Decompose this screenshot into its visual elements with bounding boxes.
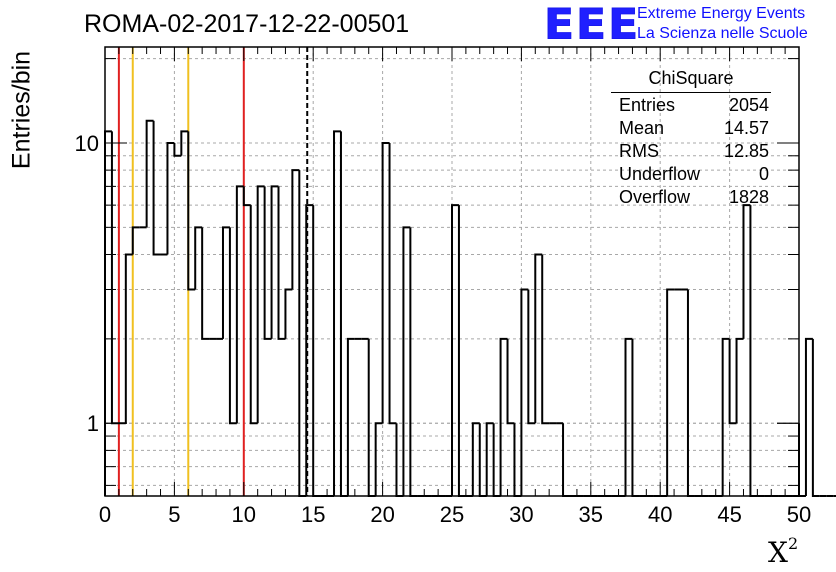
histogram-bin	[624, 337, 633, 496]
x-tick-label: 45	[717, 502, 741, 527]
histogram-bin	[471, 422, 480, 496]
histogram-bin	[631, 338, 640, 497]
x-tick-label: 30	[509, 502, 533, 527]
stat-value: 1828	[728, 187, 769, 207]
run-title: ROMA-02-2017-12-22-00501	[84, 10, 410, 38]
logo-tagline-1: Extreme Energy Events	[637, 5, 806, 22]
histogram-bin	[263, 186, 272, 340]
histogram-bin	[249, 205, 258, 425]
y-axis-label: Entries/bin	[7, 50, 36, 170]
stat-value: 2054	[728, 95, 769, 115]
histogram-bin	[520, 288, 529, 496]
x-tick-label: 0	[99, 502, 111, 527]
histogram-bin	[187, 131, 196, 291]
stats-box: ChiSquare Entries 2054 Mean 14.57 RMS 12.85…	[611, 68, 771, 209]
x-axis-label-base: X	[768, 536, 788, 569]
histogram-bin	[541, 254, 550, 425]
x-tick-label: 35	[579, 502, 603, 527]
histogram-bin	[742, 204, 751, 339]
y-tick-label: 10	[75, 131, 99, 156]
axis-ticks	[104, 47, 800, 496]
histogram-bin	[256, 185, 265, 424]
histogram-bin	[534, 253, 543, 424]
histogram-bin	[270, 185, 279, 339]
stat-label: Underflow	[619, 164, 701, 184]
histogram-bin	[409, 227, 418, 497]
histogram-bin	[367, 338, 376, 497]
stat-row-overflow: Overflow 1828	[611, 186, 771, 209]
x-tick-label: 10	[232, 502, 256, 527]
histogram-bin	[811, 338, 820, 497]
histogram-bin	[666, 288, 675, 496]
histogram-bin	[110, 131, 119, 425]
histogram-bin	[804, 337, 813, 496]
x-axis-label: X2	[768, 533, 799, 569]
stat-label: RMS	[619, 141, 659, 161]
histogram-bin	[346, 337, 355, 496]
histogram-bin	[173, 142, 182, 157]
histogram-bin	[312, 205, 321, 497]
histogram-bin	[235, 185, 244, 424]
histogram-bin	[402, 226, 411, 496]
grid-lines	[105, 47, 799, 496]
stats-title: ChiSquare	[611, 68, 771, 93]
stat-label: Overflow	[619, 187, 691, 207]
stat-label: Mean	[619, 118, 665, 138]
histogram-bin	[333, 130, 341, 496]
stat-label: Entries	[619, 95, 676, 115]
x-tick-label: 25	[440, 502, 464, 527]
histogram-bin	[686, 289, 695, 497]
histogram-bin	[735, 337, 744, 424]
stat-value: 12.85	[723, 141, 769, 161]
x-tick-label: 5	[168, 502, 180, 527]
histogram-bin	[499, 337, 508, 496]
histogram-bin	[374, 422, 383, 496]
histogram-bin	[749, 205, 758, 497]
y-tick-label: 1	[87, 411, 99, 436]
logo-tagline-2: La Scienza nelle Scuole	[637, 25, 808, 42]
tick-labels: 0 5 10 15 20 25 30 35 40 45 50 1 10	[75, 131, 812, 527]
histogram-bin	[194, 226, 203, 290]
x-tick-label: 50	[787, 502, 811, 527]
histogram-bin	[506, 338, 515, 425]
histogram-bin	[298, 170, 307, 497]
histogram-bin	[221, 226, 230, 339]
stat-row-underflow: Underflow 0	[611, 163, 771, 186]
histogram-bin	[284, 288, 293, 339]
histogram-bin	[124, 253, 133, 424]
histogram-bin	[228, 227, 237, 425]
stat-row-rms: RMS 12.85	[611, 140, 771, 163]
eee-logo: EEE	[543, 0, 641, 49]
histogram-bin	[721, 337, 730, 496]
histogram-bin	[201, 227, 210, 340]
histogram-bin	[180, 130, 189, 156]
histogram-bin	[291, 169, 300, 290]
histogram-bin	[381, 141, 390, 424]
x-tick-label: 20	[370, 502, 394, 527]
stat-value: 14.57	[723, 118, 769, 138]
x-axis-label-superscript: 2	[787, 533, 799, 553]
histogram-bin	[242, 186, 251, 207]
x-tick-label: 40	[648, 502, 672, 527]
histogram-bin	[485, 422, 494, 496]
stat-row-entries: Entries 2054	[611, 94, 771, 117]
histogram-bin	[152, 120, 161, 256]
histogram-bin	[166, 141, 175, 255]
histogram-bin	[131, 226, 140, 255]
x-tick-label: 15	[301, 502, 325, 527]
histogram-bin	[457, 205, 466, 497]
histogram-bin	[145, 119, 154, 228]
histogram-bin	[527, 289, 536, 425]
histogram-bin	[388, 142, 397, 425]
histogram-bin	[728, 338, 737, 425]
histogram-bin	[451, 204, 459, 496]
histogram-bin	[277, 186, 286, 340]
stat-row-mean: Mean 14.57	[611, 117, 771, 140]
stat-value: 0	[758, 164, 769, 184]
histogram-bin	[305, 204, 314, 496]
